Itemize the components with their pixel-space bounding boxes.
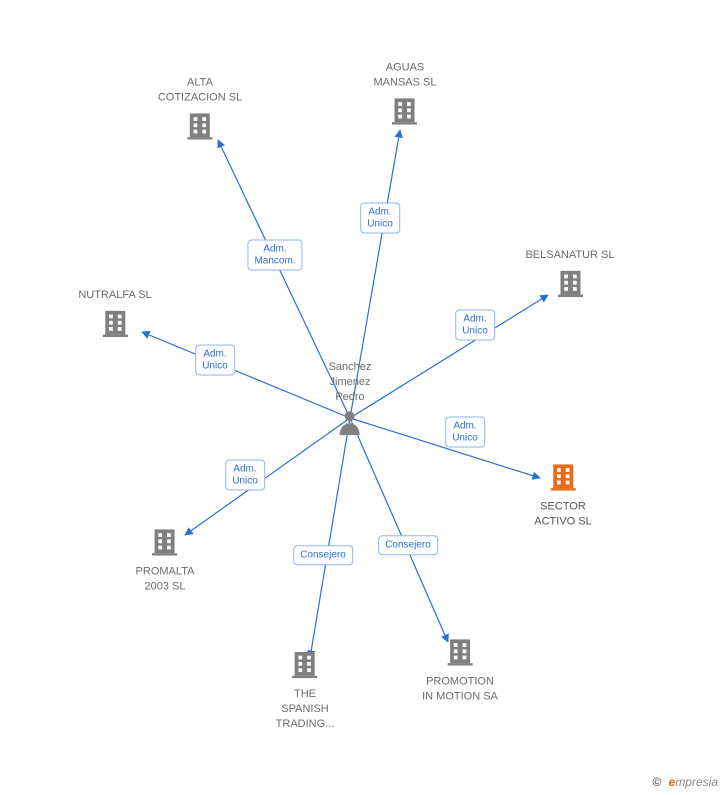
company-node-alta: ALTA COTIZACION SL xyxy=(158,76,242,145)
building-icon xyxy=(555,267,585,297)
edge-label: Adm. Mancom. xyxy=(247,240,302,271)
company-label: PROMALTA 2003 SL xyxy=(136,565,195,595)
network-diagram: Sanchez Jimenez Pedro ALTA COTIZACION SL… xyxy=(0,0,728,795)
edge-line xyxy=(142,332,350,418)
company-node-sector: SECTOR ACTIVO SL xyxy=(534,461,591,530)
company-node-belsa: BELSANATUR SL xyxy=(525,248,614,302)
company-label: ALTA COTIZACION SL xyxy=(158,76,242,106)
center-label: Sanchez Jimenez Pedro xyxy=(329,360,372,405)
company-node-nutralfa: NUTRALFA SL xyxy=(78,288,151,342)
edge-line xyxy=(310,418,350,658)
brand-rest: mpresia xyxy=(675,775,718,789)
building-icon xyxy=(445,636,475,666)
company-label: PROMOTION IN MOTION SA xyxy=(422,675,498,705)
person-icon xyxy=(338,409,362,435)
edge-label: Adm. Unico xyxy=(225,460,265,491)
building-icon xyxy=(150,526,180,556)
edge-label: Adm. Unico xyxy=(445,417,485,448)
edge-line xyxy=(350,418,448,642)
company-label: SECTOR ACTIVO SL xyxy=(534,500,591,530)
company-label: NUTRALFA SL xyxy=(78,288,151,303)
edge-label: Adm. Unico xyxy=(195,345,235,376)
building-icon xyxy=(185,109,215,139)
company-node-promotion: PROMOTION IN MOTION SA xyxy=(422,636,498,705)
building-icon xyxy=(548,461,578,491)
company-node-promalta: PROMALTA 2003 SL xyxy=(136,526,195,595)
building-icon xyxy=(290,648,320,678)
edge-label: Adm. Unico xyxy=(360,203,400,234)
building-icon xyxy=(100,307,130,337)
company-node-spanish: THE SPANISH TRADING... xyxy=(276,648,335,732)
company-label: THE SPANISH TRADING... xyxy=(276,687,335,732)
attribution: © empresia xyxy=(652,775,718,789)
building-icon xyxy=(390,94,420,124)
edge-line xyxy=(185,418,350,535)
edge-line xyxy=(350,295,548,418)
company-label: BELSANATUR SL xyxy=(525,248,614,263)
company-label: AGUAS MANSAS SL xyxy=(374,61,437,91)
company-node-aguas: AGUAS MANSAS SL xyxy=(374,61,437,130)
edge-label: Adm. Unico xyxy=(455,310,495,341)
edge-label: Consejero xyxy=(293,545,353,565)
center-person-node: Sanchez Jimenez Pedro xyxy=(329,360,372,440)
edge-label: Consejero xyxy=(378,535,438,555)
copyright-symbol: © xyxy=(652,775,661,789)
